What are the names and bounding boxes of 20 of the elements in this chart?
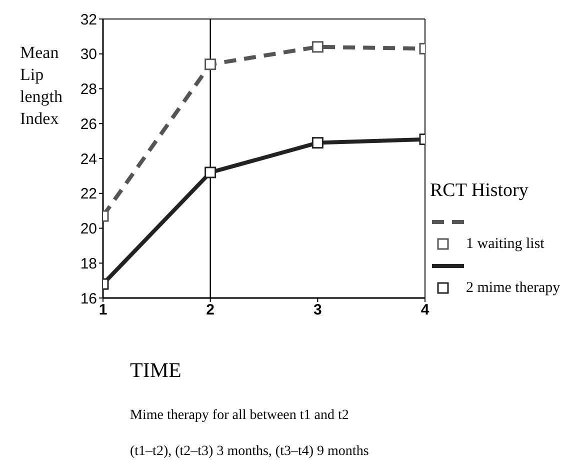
legend-label: 2 mime therapy bbox=[466, 280, 560, 296]
x-tick-label: 2 bbox=[206, 302, 215, 319]
y-tick-label: 32 bbox=[80, 11, 97, 28]
y-tick-label: 20 bbox=[80, 220, 97, 238]
legend-title: RCT History bbox=[430, 180, 530, 202]
x-axis-title: TIME bbox=[130, 358, 182, 383]
legend-label: 1 waiting list bbox=[466, 236, 544, 252]
y-tick-label: 24 bbox=[80, 150, 97, 168]
y-tick-label: 16 bbox=[80, 290, 97, 308]
x-tick-label: 3 bbox=[313, 302, 322, 319]
x-tick-label: 4 bbox=[420, 302, 430, 319]
text: Mime therapy for all between t1 and t2 bbox=[130, 408, 349, 424]
y-tick-label: 18 bbox=[80, 255, 97, 272]
text: (t1–t2), (t2–t3) 3 months, (t3–t4) 9 months bbox=[130, 444, 369, 460]
x-tick-label: 1 bbox=[98, 302, 108, 319]
y-tick-label: 28 bbox=[80, 81, 97, 98]
y-tick-label: 22 bbox=[80, 186, 97, 203]
y-tick-label: 26 bbox=[80, 116, 97, 133]
y-axis-title: Mean Lip length Index bbox=[20, 42, 64, 130]
y-tick-label: 30 bbox=[80, 46, 97, 64]
